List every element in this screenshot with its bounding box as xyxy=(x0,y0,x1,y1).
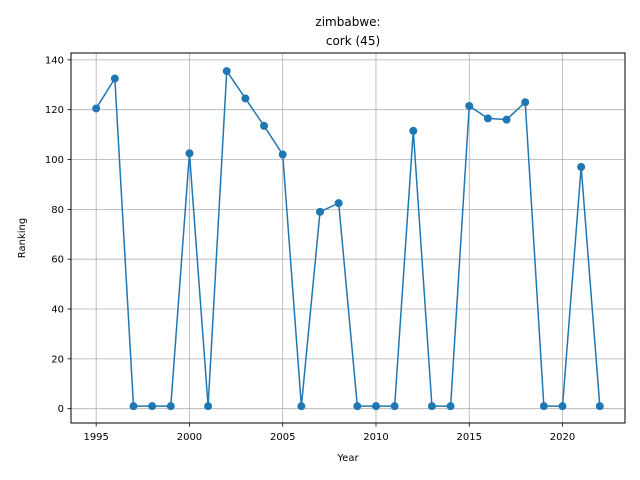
series-line-layer xyxy=(95,70,601,407)
y-tick-label: 40 xyxy=(51,305,64,316)
series-line xyxy=(95,70,601,407)
x-tick-label: 1995 xyxy=(83,432,108,443)
data-point xyxy=(241,94,250,103)
data-point xyxy=(521,98,530,107)
x-tick-label: 2005 xyxy=(270,432,295,443)
chart-title-line-2: cork (45) xyxy=(326,34,380,48)
x-tick-label: 2000 xyxy=(177,432,202,443)
data-point xyxy=(204,402,213,411)
data-point xyxy=(222,67,231,76)
data-point xyxy=(110,74,119,83)
y-tick-label: 20 xyxy=(51,354,64,365)
plot-frame xyxy=(70,52,626,424)
x-tick-label: 2020 xyxy=(550,432,575,443)
data-point xyxy=(577,162,586,171)
y-tick-label: 120 xyxy=(45,105,64,116)
data-point xyxy=(353,402,362,411)
y-tick-label: 100 xyxy=(45,155,64,166)
data-point xyxy=(316,207,325,216)
y-tick-label: 80 xyxy=(51,205,64,216)
data-point xyxy=(185,149,194,158)
data-point xyxy=(260,121,269,130)
data-point xyxy=(427,402,436,411)
data-point xyxy=(595,402,604,411)
data-point xyxy=(278,150,287,159)
chart-title-line-1: zimbabwe: xyxy=(315,15,380,29)
x-tick-label: 2010 xyxy=(363,432,388,443)
y-tick-label: 0 xyxy=(58,404,64,415)
data-point xyxy=(129,402,138,411)
y-tick-label: 60 xyxy=(51,255,64,266)
data-point xyxy=(297,402,306,411)
x-tick-label: 2015 xyxy=(457,432,482,443)
data-point xyxy=(334,199,343,208)
grid xyxy=(71,53,625,423)
data-point xyxy=(390,402,399,411)
data-point xyxy=(409,126,418,135)
series-marker-layer xyxy=(92,67,604,411)
y-axis-label: Ranking xyxy=(17,218,28,258)
data-point xyxy=(446,402,455,411)
data-point xyxy=(92,104,101,113)
data-point xyxy=(539,402,548,411)
data-point xyxy=(558,402,567,411)
y-tick-label: 140 xyxy=(45,55,64,66)
data-point xyxy=(166,402,175,411)
data-point xyxy=(371,402,380,411)
data-point xyxy=(465,101,474,110)
data-point xyxy=(148,402,157,411)
data-point xyxy=(483,114,492,123)
x-axis-label: Year xyxy=(336,453,359,464)
data-point xyxy=(502,115,511,124)
axis-ticks: 1995 2000 2005 2010 2015 2020 0 20 40 60 80 100 120 1… xyxy=(45,55,575,443)
